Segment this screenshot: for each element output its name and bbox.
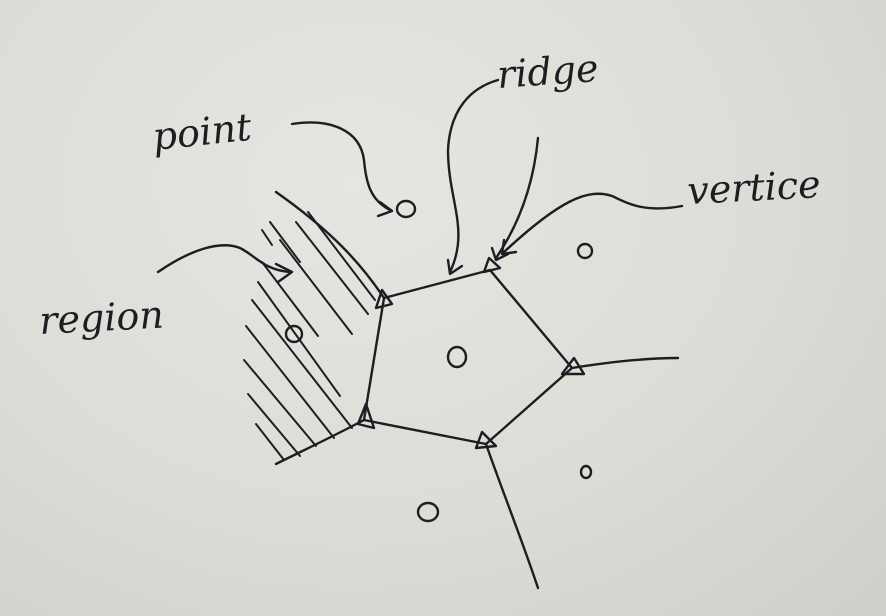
point-label: point xyxy=(150,105,254,159)
voronoi-vertices xyxy=(356,256,586,450)
vertice-arrow-2 xyxy=(502,192,684,254)
ridge-arrowhead xyxy=(446,258,464,276)
ridge-edge xyxy=(362,418,488,446)
generator-point xyxy=(416,501,440,523)
point-arrowhead xyxy=(376,200,394,218)
generator-point xyxy=(395,199,417,219)
region-label: region xyxy=(38,293,165,343)
vertex-triangle xyxy=(560,356,586,376)
ridge-edge xyxy=(382,268,492,300)
ridge-edge xyxy=(362,296,386,422)
ridge-edge xyxy=(484,366,574,446)
vertice-arrowhead-2 xyxy=(500,238,518,256)
vertex-triangle xyxy=(482,256,502,274)
ridge-label: ridge xyxy=(496,46,600,97)
vertice-label: vertice xyxy=(686,162,821,213)
voronoi-ridges xyxy=(274,190,680,590)
ridge-edge xyxy=(488,268,574,370)
ridge-edge xyxy=(274,418,366,466)
annotation-arrows xyxy=(156,78,684,284)
vertex-triangle xyxy=(374,288,394,310)
ridge-edge xyxy=(570,356,680,370)
ridge-edge xyxy=(484,442,540,590)
vertice-arrowhead-1 xyxy=(490,246,510,262)
generator-point xyxy=(446,345,468,369)
generator-point xyxy=(576,242,594,260)
region-hatching xyxy=(243,211,376,461)
generator-point xyxy=(284,324,304,344)
region-arrow xyxy=(156,244,292,274)
ridge-edge xyxy=(274,190,386,300)
vertex-triangle xyxy=(474,430,498,450)
vertex-triangle xyxy=(356,402,376,430)
region-arrowhead xyxy=(274,262,294,284)
voronoi-points xyxy=(284,199,594,523)
point-arrow xyxy=(290,121,392,212)
ridge-arrow xyxy=(446,78,500,274)
generator-point xyxy=(579,464,593,480)
